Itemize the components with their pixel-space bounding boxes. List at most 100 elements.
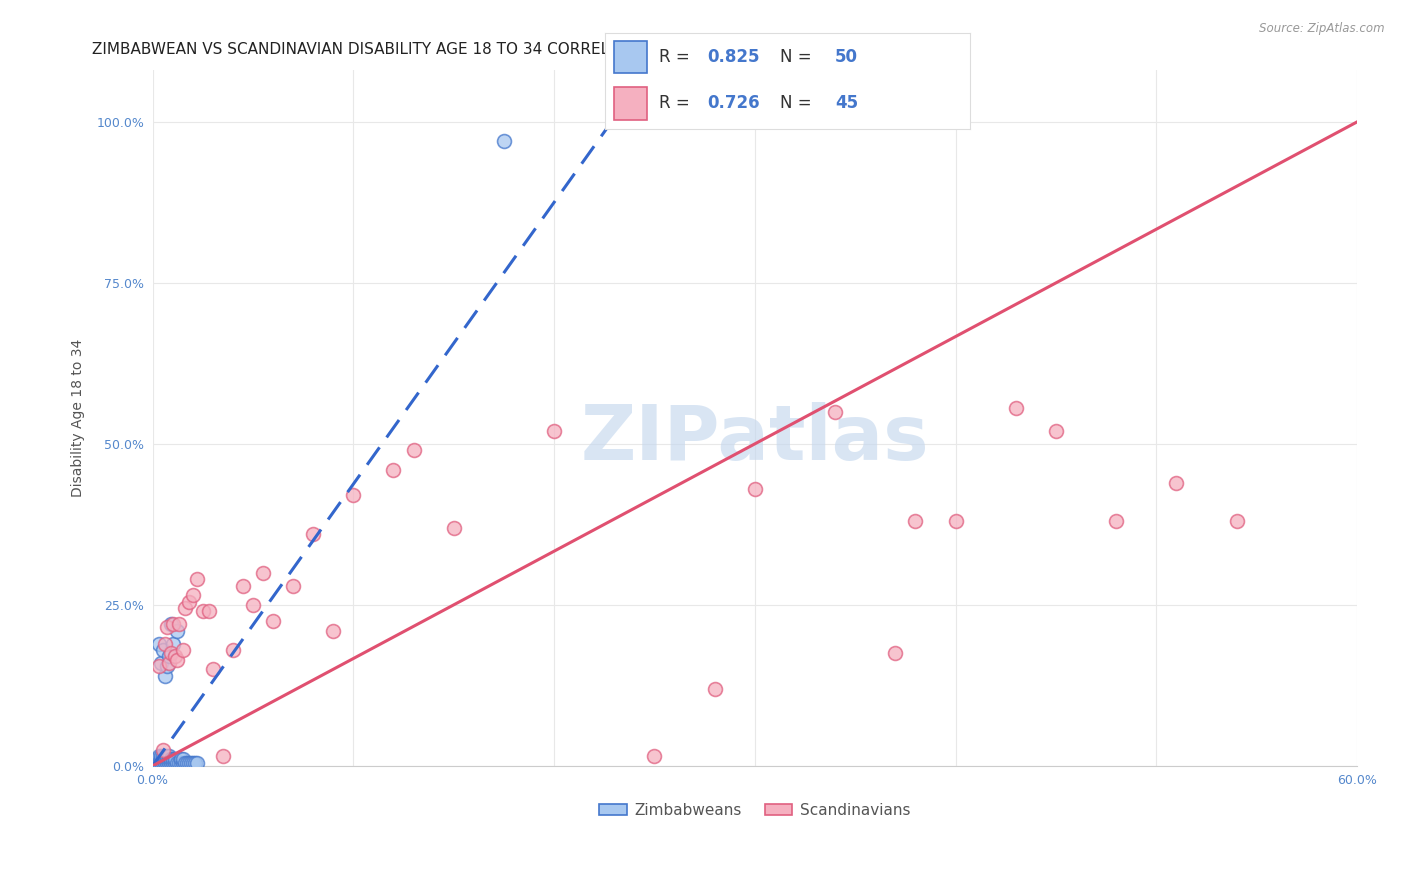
Point [156, 659, 179, 673]
Point [163, 649, 186, 664]
Point [157, 752, 180, 766]
Point [162, 636, 184, 650]
Point [156, 756, 179, 770]
Point [148, 636, 170, 650]
Point [167, 756, 190, 770]
Point [163, 756, 186, 770]
Point [1045, 424, 1067, 438]
Point [173, 601, 195, 615]
Point [643, 749, 665, 764]
Point [443, 520, 465, 534]
Point [232, 578, 254, 592]
Point [157, 656, 180, 670]
Point [156, 620, 179, 634]
Point [201, 662, 224, 676]
FancyBboxPatch shape [614, 87, 647, 120]
Point [342, 488, 364, 502]
Text: ZIPatlas: ZIPatlas [581, 402, 929, 476]
Point [157, 649, 180, 664]
Point [1004, 401, 1026, 416]
Point [166, 756, 188, 770]
Point [162, 756, 184, 770]
Point [181, 588, 204, 602]
Point [492, 134, 515, 148]
Point [149, 756, 172, 770]
Point [157, 749, 180, 764]
Point [180, 756, 202, 770]
Point [884, 646, 907, 660]
Point [824, 405, 846, 419]
Point [281, 578, 304, 592]
Point [181, 756, 204, 770]
Text: Source: ZipAtlas.com: Source: ZipAtlas.com [1260, 22, 1385, 36]
Point [173, 756, 195, 770]
Text: 50: 50 [835, 48, 858, 66]
Point [172, 752, 194, 766]
Point [322, 624, 344, 638]
Point [1105, 514, 1128, 528]
Point [197, 604, 219, 618]
Text: R =: R = [659, 95, 696, 112]
Point [169, 756, 191, 770]
Point [156, 752, 179, 766]
Point [162, 752, 184, 766]
Point [149, 656, 172, 670]
Point [143, 756, 166, 770]
Point [172, 643, 194, 657]
Text: N =: N = [780, 48, 817, 66]
Point [152, 749, 174, 764]
Point [191, 604, 214, 618]
Point [1166, 475, 1188, 490]
Point [159, 756, 181, 770]
Point [945, 514, 967, 528]
Point [153, 669, 176, 683]
Point [176, 756, 198, 770]
Point [159, 752, 181, 766]
Point [152, 743, 174, 757]
Point [149, 749, 172, 764]
Point [1225, 514, 1247, 528]
FancyBboxPatch shape [614, 41, 647, 73]
Point [186, 756, 208, 770]
Point [242, 598, 264, 612]
Point [156, 749, 179, 764]
Text: 0.825: 0.825 [707, 48, 759, 66]
Point [183, 756, 205, 770]
Point [211, 749, 233, 764]
Legend: Zimbabweans, Scandinavians: Zimbabweans, Scandinavians [593, 797, 917, 824]
Y-axis label: Disability Age 18 to 34: Disability Age 18 to 34 [72, 339, 86, 497]
Point [172, 756, 194, 770]
Point [177, 756, 200, 770]
Point [148, 749, 170, 764]
Point [145, 756, 167, 770]
Point [402, 443, 425, 458]
Point [169, 752, 191, 766]
Point [159, 646, 181, 660]
Point [703, 681, 725, 696]
Point [148, 659, 170, 673]
Point [153, 752, 176, 766]
Point [166, 652, 188, 666]
Point [166, 624, 188, 638]
Point [167, 617, 190, 632]
Point [145, 752, 167, 766]
Text: N =: N = [780, 95, 817, 112]
Point [153, 756, 176, 770]
Text: ZIMBABWEAN VS SCANDINAVIAN DISABILITY AGE 18 TO 34 CORRELATION CHART: ZIMBABWEAN VS SCANDINAVIAN DISABILITY AG… [93, 42, 713, 57]
Point [148, 756, 170, 770]
Point [153, 749, 176, 764]
Point [744, 482, 766, 496]
Point [153, 636, 176, 650]
Point [543, 424, 565, 438]
Point [159, 617, 181, 632]
Text: 0.726: 0.726 [707, 95, 759, 112]
Point [177, 595, 200, 609]
Point [302, 527, 325, 541]
Point [186, 572, 208, 586]
Point [262, 614, 284, 628]
Text: R =: R = [659, 48, 696, 66]
Point [152, 752, 174, 766]
Point [252, 566, 274, 580]
Point [149, 752, 172, 766]
Point [157, 756, 180, 770]
